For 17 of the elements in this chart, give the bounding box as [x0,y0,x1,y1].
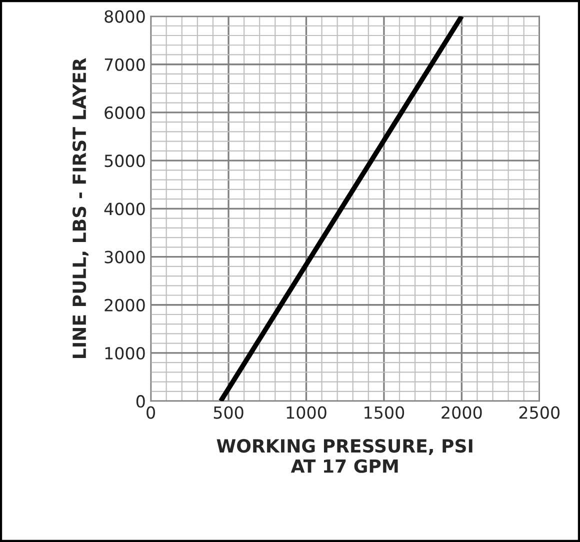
y-tick-label: 2000 [104,298,145,312]
y-tick-label: 0 [136,395,145,408]
x-tick-label: 2000 [442,406,482,419]
y-tick-label: 1000 [105,346,145,360]
x-tick-label: 1000 [286,406,326,419]
y-tick-label: 8000 [104,10,145,23]
x-tick-label: 0 [146,406,155,419]
y-tick-label: 4000 [104,202,145,216]
y-axis-title: LINE PULL, LBS - FIRST LAYER [72,58,88,358]
x-tick-label: 1500 [364,406,404,419]
x-axis-title: WORKING PRESSURE, PSI AT 17 GPM [216,439,472,473]
x-tick-label: 2500 [519,406,560,419]
y-tick-label: 6000 [104,106,145,120]
x-tick-label: 500 [214,406,244,419]
y-tick-label: 7000 [104,58,145,71]
y-tick-label: 3000 [104,250,145,264]
y-tick-label: 5000 [104,154,145,168]
